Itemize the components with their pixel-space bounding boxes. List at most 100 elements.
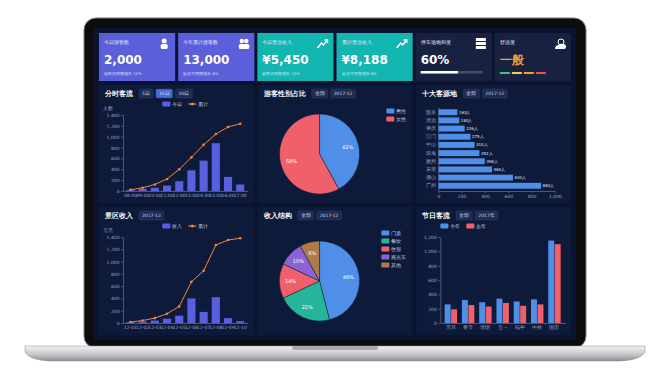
button-bg[interactable] — [463, 89, 479, 98]
button-label[interactable]: 全部 — [459, 212, 469, 218]
button-bg[interactable] — [317, 211, 342, 220]
value-axis: 02004006008001,0001,200 — [424, 235, 441, 326]
data-label: 226人 — [466, 126, 478, 131]
laptop-screen — [94, 28, 576, 340]
bar — [175, 316, 183, 323]
tick: 12-10 — [234, 323, 247, 330]
laptop-lid — [84, 18, 586, 348]
point — [239, 237, 242, 240]
tick-label: 1,000 — [107, 135, 120, 140]
tick-label: 08:00 — [124, 193, 137, 198]
filter-button[interactable]: 2017-12 — [139, 211, 164, 220]
kpi-card: 今日游客数2,000较昨日同期增长 12% — [99, 33, 175, 81]
line — [130, 238, 240, 322]
tick: 中山 — [426, 141, 439, 147]
panel: 收入结构全部2017-1246%22%14%10%8%门票餐饮住宿观光车其他 — [258, 207, 413, 335]
button-bg[interactable] — [482, 89, 507, 98]
bar — [438, 166, 492, 172]
button-label[interactable]: 5日 — [142, 91, 150, 96]
button-label[interactable]: 10日 — [159, 91, 170, 96]
button-label[interactable]: 2017年 — [478, 212, 494, 218]
bar — [438, 158, 484, 164]
tick: 佛山 — [426, 174, 439, 180]
button-bg[interactable] — [139, 89, 153, 98]
button-bg[interactable] — [156, 89, 173, 98]
filter-button[interactable]: 全部 — [312, 89, 328, 98]
button-bg[interactable] — [331, 89, 356, 98]
plot-area: 02004006008001,0001,200元旦春节清明五一端午中秋国庆 — [424, 235, 566, 330]
filter-button[interactable]: 2017-12 — [331, 89, 356, 98]
tick: 0 — [434, 321, 440, 326]
plot-area: 02004006008001,0001,2001,40008:0009:0010… — [107, 113, 249, 198]
tick: 12:00 — [173, 191, 186, 198]
button-bg[interactable] — [176, 89, 193, 98]
legend-swatch — [381, 263, 389, 268]
legend-swatch — [381, 239, 389, 244]
bar — [187, 170, 195, 191]
bar — [224, 318, 232, 323]
filter-button[interactable]: 10日 — [156, 89, 173, 98]
filter-button[interactable]: 全部 — [456, 211, 472, 220]
point — [166, 178, 169, 181]
data-label: 880人 — [543, 183, 555, 188]
button-label[interactable]: 2017-12 — [142, 213, 161, 218]
button-label[interactable]: 全部 — [315, 90, 325, 96]
panel-bg — [99, 85, 254, 203]
tick-label: 韶关 — [426, 109, 436, 115]
tick-mark — [438, 323, 440, 324]
point — [190, 156, 193, 159]
button-label[interactable]: 30日 — [179, 91, 190, 96]
button-label[interactable]: 2017-12 — [334, 91, 353, 96]
button-bg[interactable] — [456, 211, 472, 220]
icon-part — [404, 40, 407, 43]
tick-label: 东莞 — [426, 166, 436, 172]
filter-button[interactable]: 30日 — [176, 89, 193, 98]
button-label[interactable]: 2017-12 — [485, 91, 504, 96]
tick-mark — [438, 237, 440, 238]
bar — [236, 184, 244, 191]
legend: 门票餐饮住宿观光车其他 — [381, 230, 406, 268]
filter-button[interactable]: 5日 — [139, 89, 153, 98]
bar — [537, 304, 543, 323]
button-label[interactable]: 全部 — [466, 90, 476, 96]
axis-line — [123, 238, 124, 324]
button-bg[interactable] — [298, 211, 314, 220]
tick-mark — [121, 286, 123, 287]
grid — [123, 115, 248, 191]
button-bg[interactable] — [312, 89, 328, 98]
filter-button[interactable]: 2017-12 — [482, 89, 507, 98]
filter-button[interactable]: 全部 — [298, 211, 314, 220]
bar — [212, 143, 220, 191]
button-bg[interactable] — [475, 211, 497, 220]
tick-label: 15:00 — [209, 193, 222, 198]
filter-button[interactable]: 全部 — [463, 89, 479, 98]
tick-mark — [555, 191, 556, 193]
bar — [438, 134, 470, 140]
data-label: 42% — [342, 144, 353, 150]
button-label[interactable]: 全部 — [301, 212, 311, 218]
legend-label: 餐饮 — [391, 238, 401, 244]
tick-label: 0 — [117, 321, 120, 326]
tick-label: 江门 — [426, 133, 436, 139]
data-label: 398人 — [486, 159, 498, 164]
legend-swatch — [188, 225, 196, 226]
card-bg — [99, 33, 175, 81]
panel-bg — [99, 207, 254, 335]
tick-label: 1,200 — [107, 247, 120, 252]
legend-label: 住宿 — [390, 246, 401, 252]
tick-label: 中山 — [426, 141, 436, 147]
filter-button[interactable]: 2017年 — [475, 211, 497, 220]
tick: 五一 — [498, 323, 508, 330]
tick: 14:00 — [197, 191, 210, 198]
legend-label: 累计 — [198, 223, 208, 229]
tick: 0 — [117, 321, 123, 326]
grid-line — [440, 280, 565, 281]
button-bg[interactable] — [139, 211, 164, 220]
tick-mark — [121, 237, 123, 238]
filter-button[interactable]: 2017-12 — [317, 211, 342, 220]
button-label[interactable]: 2017-12 — [320, 213, 339, 218]
point — [141, 319, 144, 322]
category-axis: 12-0112-0212-0312-0412-0512-0612-0712-08… — [124, 323, 249, 330]
icon-part — [397, 40, 407, 48]
legend-swatch — [440, 224, 448, 229]
